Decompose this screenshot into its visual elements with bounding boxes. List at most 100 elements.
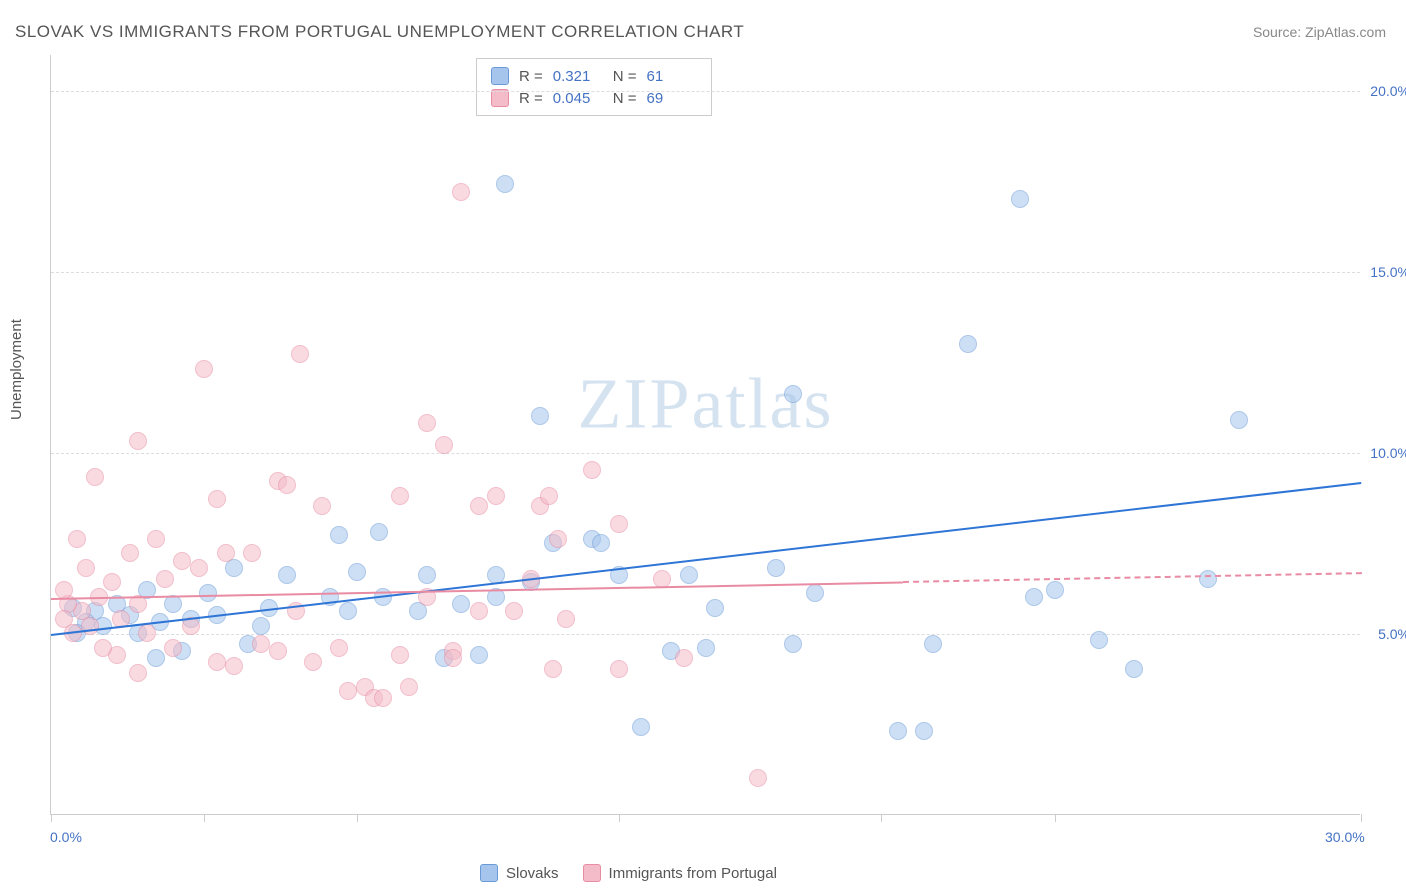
scatter-point (924, 635, 942, 653)
scatter-point (339, 602, 357, 620)
plot-area: ZIPatlas R =0.321N =61R =0.045N =69 5.0%… (50, 55, 1360, 815)
scatter-point (252, 617, 270, 635)
scatter-point (675, 649, 693, 667)
n-label: N = (613, 68, 637, 85)
gridline (51, 453, 1360, 454)
scatter-point (1199, 570, 1217, 588)
scatter-point (348, 563, 366, 581)
scatter-point (313, 497, 331, 515)
legend-item: Slovaks (480, 864, 559, 882)
scatter-point (806, 584, 824, 602)
scatter-point (173, 552, 191, 570)
scatter-point (94, 639, 112, 657)
x-tick (881, 814, 882, 822)
x-tick (204, 814, 205, 822)
x-tick (1361, 814, 1362, 822)
scatter-point (418, 566, 436, 584)
scatter-point (632, 718, 650, 736)
chart-container: SLOVAK VS IMMIGRANTS FROM PORTUGAL UNEMP… (0, 0, 1406, 892)
scatter-point (452, 595, 470, 613)
scatter-point (915, 722, 933, 740)
scatter-point (557, 610, 575, 628)
scatter-point (784, 385, 802, 403)
scatter-point (86, 468, 104, 486)
scatter-point (330, 526, 348, 544)
scatter-point (767, 559, 785, 577)
scatter-point (959, 335, 977, 353)
scatter-point (164, 639, 182, 657)
legend-swatch (583, 864, 601, 882)
y-tick-label: 5.0% (1365, 626, 1406, 642)
scatter-point (199, 584, 217, 602)
legend-swatch (491, 67, 509, 85)
scatter-point (1025, 588, 1043, 606)
watermark-atlas: atlas (692, 364, 834, 444)
scatter-point (77, 559, 95, 577)
scatter-point (418, 414, 436, 432)
scatter-point (147, 649, 165, 667)
scatter-point (304, 653, 322, 671)
scatter-point (269, 642, 287, 660)
scatter-point (1125, 660, 1143, 678)
scatter-point (544, 660, 562, 678)
scatter-point (147, 530, 165, 548)
y-tick-label: 10.0% (1365, 445, 1406, 461)
scatter-point (470, 602, 488, 620)
scatter-point (129, 432, 147, 450)
scatter-point (549, 530, 567, 548)
scatter-point (55, 610, 73, 628)
legend-stats: R =0.321N =61R =0.045N =69 (476, 58, 712, 116)
scatter-point (1230, 411, 1248, 429)
scatter-point (156, 570, 174, 588)
scatter-point (330, 639, 348, 657)
scatter-point (195, 360, 213, 378)
scatter-point (610, 660, 628, 678)
scatter-point (470, 646, 488, 664)
legend-series: Slovaks Immigrants from Portugal (480, 864, 777, 882)
scatter-point (505, 602, 523, 620)
scatter-point (208, 653, 226, 671)
scatter-point (400, 678, 418, 696)
legend-label: Slovaks (506, 865, 559, 882)
scatter-point (444, 649, 462, 667)
scatter-point (190, 559, 208, 577)
scatter-point (435, 436, 453, 454)
x-tick-label: 0.0% (50, 829, 82, 845)
legend-item: Immigrants from Portugal (583, 864, 777, 882)
scatter-point (225, 657, 243, 675)
scatter-point (339, 682, 357, 700)
scatter-point (583, 461, 601, 479)
scatter-point (374, 689, 392, 707)
x-tick (51, 814, 52, 822)
x-tick (357, 814, 358, 822)
scatter-point (452, 183, 470, 201)
x-tick (1055, 814, 1056, 822)
trend-line (902, 573, 1361, 584)
r-label: R = (519, 68, 543, 85)
y-axis-label: Unemployment (8, 319, 25, 420)
scatter-point (680, 566, 698, 584)
scatter-point (278, 566, 296, 584)
scatter-point (68, 530, 86, 548)
x-tick-label: 30.0% (1325, 829, 1365, 845)
source-label: Source: ZipAtlas.com (1253, 24, 1386, 40)
scatter-point (540, 487, 558, 505)
gridline (51, 272, 1360, 273)
scatter-point (129, 664, 147, 682)
scatter-point (706, 599, 724, 617)
scatter-point (531, 407, 549, 425)
scatter-point (391, 646, 409, 664)
x-tick (619, 814, 620, 822)
scatter-point (208, 490, 226, 508)
gridline (51, 91, 1360, 92)
scatter-point (217, 544, 235, 562)
scatter-point (889, 722, 907, 740)
scatter-point (138, 624, 156, 642)
scatter-point (592, 534, 610, 552)
scatter-point (470, 497, 488, 515)
scatter-point (243, 544, 261, 562)
scatter-point (1090, 631, 1108, 649)
scatter-point (784, 635, 802, 653)
scatter-point (103, 573, 121, 591)
y-tick-label: 15.0% (1365, 264, 1406, 280)
